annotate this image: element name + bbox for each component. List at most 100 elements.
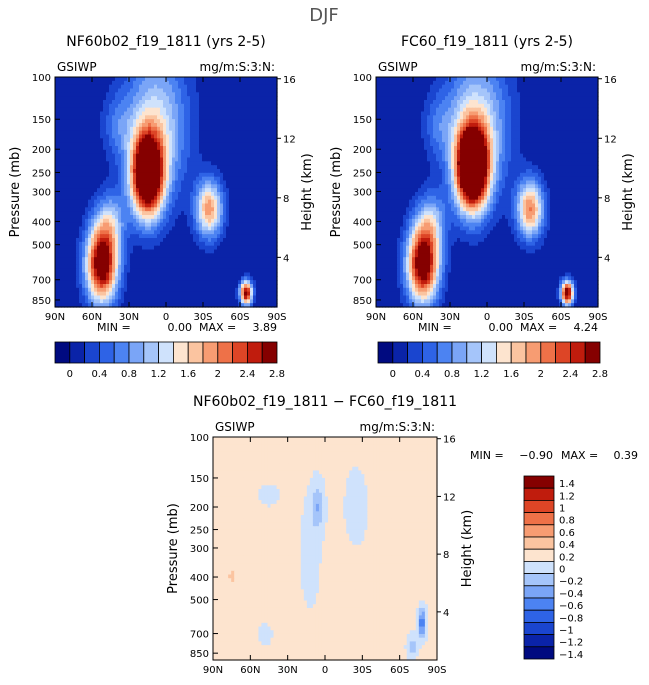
- heatmap-cell: [229, 142, 233, 147]
- heatmap-cell: [235, 218, 239, 224]
- heatmap-cell: [241, 211, 245, 216]
- heatmap-cell: [250, 126, 254, 132]
- heatmap-cell: [202, 249, 206, 254]
- heatmap-cell: [70, 169, 74, 174]
- heatmap-cell: [214, 165, 218, 170]
- heatmap-cell: [172, 230, 176, 235]
- heatmap-cell: [232, 241, 236, 247]
- heatmap-cell: [136, 215, 140, 220]
- heatmap-cell: [268, 203, 272, 208]
- heatmap-cell: [124, 176, 128, 182]
- heatmap-cell: [103, 146, 107, 151]
- heatmap-cell: [94, 100, 98, 105]
- heatmap-cell: [55, 157, 59, 162]
- heatmap-cell: [169, 207, 173, 212]
- heatmap-cell: [217, 253, 221, 258]
- heatmap-cell: [235, 77, 239, 82]
- heatmap-cell: [67, 199, 71, 205]
- heatmap-cell: [217, 188, 221, 193]
- heatmap-cell: [271, 96, 275, 101]
- heatmap-cell: [187, 126, 191, 132]
- heatmap-cell: [190, 157, 194, 162]
- heatmap-cell: [121, 207, 125, 212]
- heatmap-cell: [241, 245, 245, 251]
- heatmap-cell: [259, 126, 263, 132]
- heatmap-cell: [154, 238, 158, 243]
- heatmap-cell: [238, 188, 242, 193]
- heatmap-cell: [64, 184, 68, 189]
- heatmap-cell: [58, 130, 62, 136]
- heatmap-cell: [232, 172, 236, 178]
- heatmap-cell: [82, 172, 86, 178]
- heatmap-cell: [88, 80, 92, 86]
- heatmap-cell: [79, 96, 83, 101]
- heatmap-cell: [187, 157, 191, 162]
- heatmap-cell: [226, 149, 230, 155]
- heatmap-cell: [73, 84, 77, 90]
- heatmap-cell: [169, 218, 173, 224]
- heatmap-cell: [223, 103, 227, 109]
- heatmap-cell: [115, 169, 119, 174]
- heatmap-cell: [265, 123, 269, 128]
- heatmap-cell: [220, 188, 224, 193]
- heatmap-cell: [97, 218, 101, 224]
- heatmap-cell: [139, 96, 143, 101]
- heatmap-cell: [124, 103, 128, 109]
- heatmap-cell: [241, 111, 245, 116]
- heatmap-cell: [184, 238, 188, 243]
- heatmap-cell: [121, 103, 125, 109]
- heatmap-cell: [238, 241, 242, 247]
- heatmap-cell: [214, 80, 218, 86]
- heatmap-cell: [274, 92, 278, 97]
- heatmap-cell: [58, 192, 62, 197]
- heatmap-cell: [247, 207, 251, 212]
- heatmap-cell: [97, 192, 101, 197]
- heatmap-cell: [208, 161, 212, 166]
- heatmap-cell: [112, 211, 116, 216]
- heatmap-cell: [91, 203, 95, 208]
- heatmap-cell: [241, 238, 245, 243]
- heatmap-cell: [151, 77, 155, 82]
- heatmap-cell: [151, 222, 155, 228]
- heatmap-cell: [103, 157, 107, 162]
- heatmap-cell: [172, 153, 176, 159]
- heatmap-cell: [196, 257, 200, 262]
- heatmap-cell: [262, 249, 266, 254]
- heatmap-cell: [55, 199, 59, 205]
- heatmap-cell: [130, 261, 134, 266]
- heatmap-cell: [184, 230, 188, 235]
- heatmap-cell: [241, 203, 245, 208]
- heatmap-cell: [262, 80, 266, 86]
- heatmap-cell: [88, 157, 92, 162]
- heatmap-cell: [67, 257, 71, 262]
- heatmap-cell: [223, 169, 227, 174]
- heatmap-cell: [76, 84, 80, 90]
- heatmap-cell: [94, 257, 98, 262]
- heatmap-cell: [61, 88, 65, 93]
- heatmap-cell: [247, 77, 251, 82]
- heatmap-cell: [64, 161, 68, 166]
- heatmap-cell: [181, 146, 185, 151]
- heatmap-cell: [139, 195, 143, 201]
- heatmap-cell: [115, 261, 119, 266]
- heatmap-cell: [97, 88, 101, 93]
- heatmap-cell: [145, 176, 149, 182]
- heatmap-cell: [115, 107, 119, 113]
- heatmap-cell: [163, 103, 167, 109]
- heatmap-cell: [82, 126, 86, 132]
- heatmap-cell: [226, 130, 230, 136]
- heatmap-cell: [121, 253, 125, 258]
- heatmap-cell: [271, 253, 275, 258]
- heatmap-cell: [115, 180, 119, 185]
- heatmap-cell: [184, 77, 188, 82]
- heatmap-cell: [64, 88, 68, 93]
- heatmap-cell: [154, 230, 158, 235]
- heatmap-cell: [184, 138, 188, 143]
- heatmap-cell: [220, 215, 224, 220]
- heatmap-cell: [247, 176, 251, 182]
- heatmap-cell: [199, 138, 203, 143]
- heatmap-cell: [172, 257, 176, 262]
- heatmap-cell: [76, 238, 80, 243]
- heatmap-cell: [253, 261, 257, 266]
- heatmap-cell: [190, 130, 194, 136]
